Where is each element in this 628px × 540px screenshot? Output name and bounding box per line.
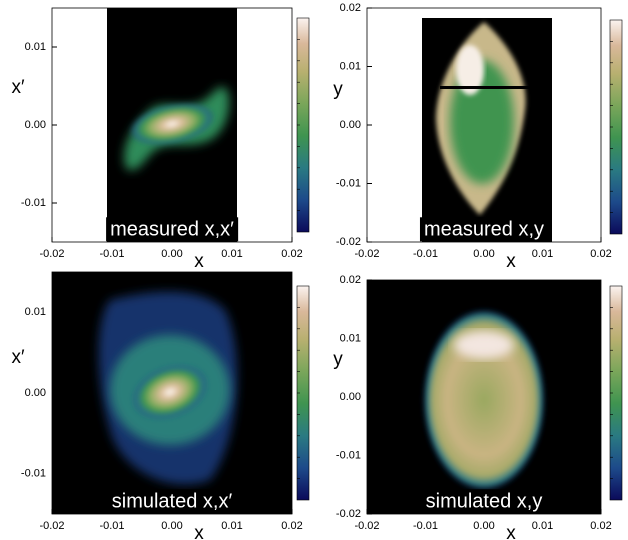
y-tick-label: 0.02 <box>340 274 361 286</box>
y-tick-label: 0.01 <box>25 41 46 53</box>
y-tick-label: 0.01 <box>340 332 361 344</box>
y-tick-label: 0.00 <box>25 387 46 399</box>
y-tick-label: -0.01 <box>21 197 46 209</box>
y-tick-label: -0.01 <box>21 468 46 480</box>
x-tick-label: -0.01 <box>99 248 124 260</box>
x-axis-label: x <box>506 523 516 540</box>
density-map <box>422 308 546 492</box>
panel-label-bg <box>107 489 237 514</box>
x-tick-label: 0.01 <box>532 520 553 532</box>
panel-label: simulated x,x′ <box>112 490 233 512</box>
y-tick-label: -0.02 <box>336 236 361 248</box>
x-axis-label: x <box>194 523 204 540</box>
panel-label: measured x,x′ <box>110 218 234 240</box>
x-tick-label: 0.01 <box>221 248 242 260</box>
y-tick-label: -0.01 <box>336 449 361 461</box>
y-tick-label: 0.00 <box>25 119 46 131</box>
panel-label: measured x,y <box>424 218 544 240</box>
x-tick-label: 0.02 <box>590 248 611 260</box>
x-axis-label: x <box>506 251 516 272</box>
panel-label: simulated x,y <box>426 490 543 512</box>
density-map <box>436 22 530 215</box>
y-tick-label: 0.01 <box>25 306 46 318</box>
y-tick-label: -0.02 <box>336 508 361 520</box>
beam-hot <box>454 331 514 359</box>
x-tick-label: -0.02 <box>354 248 379 260</box>
y-axis-label: x′ <box>11 347 25 368</box>
beam-density <box>422 308 546 492</box>
beam-hot <box>456 45 484 95</box>
density-map <box>124 86 230 171</box>
x-tick-label: 0.00 <box>473 520 494 532</box>
y-tick-label: -0.01 <box>336 177 361 189</box>
x-tick-label: -0.02 <box>39 520 64 532</box>
x-tick-label: 0.02 <box>590 520 611 532</box>
y-tick-label: 0.00 <box>340 391 361 403</box>
y-axis-label: y <box>333 79 343 100</box>
x-axis-label: x <box>194 251 204 272</box>
panel-label-bg <box>419 217 549 242</box>
beam-core <box>131 363 209 421</box>
x-tick-label: -0.01 <box>99 520 124 532</box>
y-tick-label: 0.01 <box>340 60 361 72</box>
x-tick-label: 0.02 <box>281 520 302 532</box>
x-tick-label: 0.02 <box>281 248 302 260</box>
y-axis-label: y <box>333 349 343 370</box>
x-tick-label: 0.00 <box>161 520 182 532</box>
y-axis-label: x′ <box>11 77 25 98</box>
x-tick-label: -0.02 <box>354 520 379 532</box>
y-tick-label: 0.02 <box>340 2 361 14</box>
panel-label-bg <box>421 489 547 514</box>
panel-label-bg <box>106 217 239 242</box>
x-tick-label: 0.00 <box>473 248 494 260</box>
scan-gap <box>440 86 530 89</box>
x-tick-label: 0.01 <box>221 520 242 532</box>
x-tick-label: -0.01 <box>413 520 438 532</box>
x-tick-label: -0.02 <box>39 248 64 260</box>
beam-core <box>128 102 216 146</box>
x-tick-label: 0.00 <box>161 248 182 260</box>
x-tick-label: -0.01 <box>413 248 438 260</box>
x-tick-label: 0.01 <box>532 248 553 260</box>
y-tick-label: 0.00 <box>340 119 361 131</box>
density-map <box>98 291 237 485</box>
